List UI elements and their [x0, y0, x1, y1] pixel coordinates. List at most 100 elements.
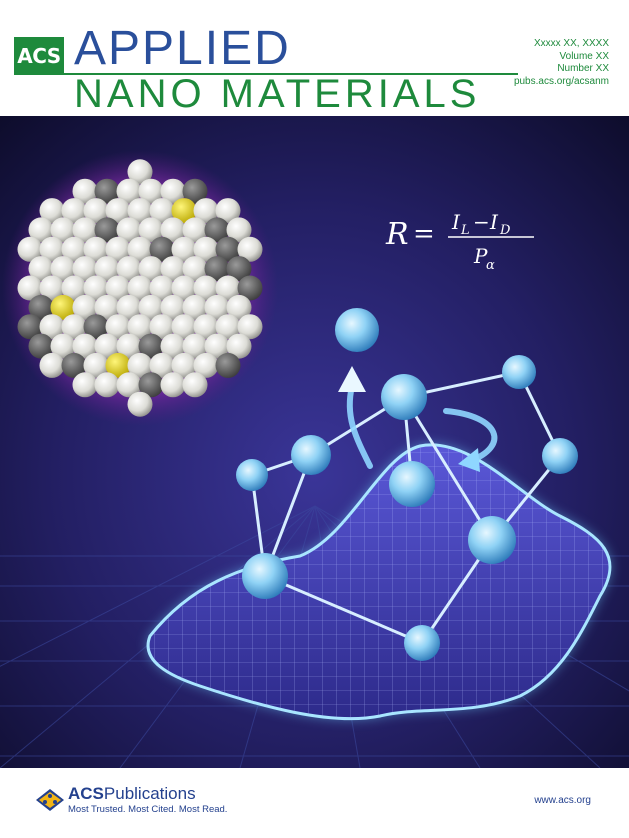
- cluster-atom: [116, 256, 142, 282]
- cluster-atom: [116, 372, 142, 398]
- lattice-node: [404, 625, 440, 661]
- cluster-atom: [127, 314, 153, 340]
- cluster-atom: [94, 372, 120, 398]
- equation-numerator-b: I: [489, 210, 499, 234]
- cluster-atom: [39, 198, 65, 224]
- lattice-node: [242, 553, 288, 599]
- cluster-atom: [171, 314, 197, 340]
- cluster-atom: [160, 256, 186, 282]
- equation-numerator-a-sub: L: [460, 223, 470, 238]
- cluster-atom: [116, 294, 142, 320]
- cluster-atom: [39, 236, 65, 262]
- cluster-atom: [182, 256, 208, 282]
- cluster-atom: [127, 198, 153, 224]
- website-link[interactable]: www.acs.org: [534, 795, 591, 806]
- cluster-atom: [83, 275, 109, 301]
- cluster-atom: [182, 294, 208, 320]
- cluster-atom: [193, 352, 219, 378]
- arrow-head-up: [338, 366, 366, 392]
- cluster-atom: [182, 333, 208, 359]
- equation-numerator-b-sub: D: [499, 223, 511, 238]
- cluster-atom: [28, 217, 54, 243]
- cluster-atom: [237, 275, 263, 301]
- cluster-atom: [204, 294, 230, 320]
- cluster-atom: [182, 372, 208, 398]
- cluster-atom: [28, 294, 54, 320]
- cluster-atom: [116, 333, 142, 359]
- cluster-atom: [61, 275, 87, 301]
- equation-numerator-a: I: [451, 210, 461, 234]
- title-divider: [64, 73, 518, 75]
- cluster-atom: [39, 314, 65, 340]
- lattice-node: [468, 516, 516, 564]
- cluster-atom: [215, 352, 241, 378]
- lattice-node: [381, 374, 427, 420]
- issue-info: Xxxxx XX, XXXX Volume XX Number XX pubs.…: [514, 38, 609, 88]
- lattice-node: [542, 438, 578, 474]
- cluster-atom: [105, 352, 131, 378]
- cover-illustration: R = I L − I D P α: [0, 116, 629, 768]
- cluster-atom: [160, 294, 186, 320]
- cluster-atom: [61, 314, 87, 340]
- cluster-atom: [237, 236, 263, 262]
- cluster-atom: [83, 198, 109, 224]
- cluster-atom: [61, 236, 87, 262]
- cluster-atom: [171, 198, 197, 224]
- equation-denominator: P: [473, 244, 488, 268]
- cluster-atom: [215, 314, 241, 340]
- cluster-atom: [72, 294, 98, 320]
- cluster-atom: [127, 352, 153, 378]
- equation-denominator-sub: α: [486, 258, 495, 273]
- cluster-atom: [127, 275, 153, 301]
- cluster-atom: [83, 236, 109, 262]
- cluster-atom: [72, 178, 98, 204]
- cluster-atom: [160, 178, 186, 204]
- cluster-atom: [237, 314, 263, 340]
- cluster-atom: [105, 275, 131, 301]
- cluster-atom: [61, 352, 87, 378]
- cluster-atom: [215, 198, 241, 224]
- journal-title-applied: APPLIED: [74, 22, 291, 75]
- publisher-name-bold: ACS: [68, 784, 104, 803]
- cluster-atom: [193, 198, 219, 224]
- cover-artwork: R = I L − I D P α: [0, 116, 629, 768]
- cluster-atom: [116, 178, 142, 204]
- cluster-atom: [160, 372, 186, 398]
- issue-number: Number XX: [557, 63, 609, 74]
- cluster-atom: [182, 217, 208, 243]
- cluster-atom: [226, 256, 252, 282]
- cluster-atom: [204, 333, 230, 359]
- arrow-head-rotate: [458, 448, 480, 472]
- acs-publications-logo-icon: [36, 789, 64, 811]
- cluster-atom: [171, 236, 197, 262]
- cluster-atom: [149, 198, 175, 224]
- cluster-atom: [17, 236, 43, 262]
- cluster-atom: [215, 275, 241, 301]
- cluster-atom: [105, 198, 131, 224]
- cluster-atom: [127, 236, 153, 262]
- cluster-atom: [149, 314, 175, 340]
- lattice-nodes: [236, 308, 578, 661]
- cluster-atom: [105, 236, 131, 262]
- cluster-atom: [39, 352, 65, 378]
- cluster-atom: [160, 217, 186, 243]
- cluster-atom: [182, 178, 208, 204]
- nanocluster: [2, 150, 278, 426]
- cluster-atom: [28, 333, 54, 359]
- lattice-node: [502, 355, 536, 389]
- cluster-atom: [61, 198, 87, 224]
- cluster-atom: [116, 217, 142, 243]
- cluster-atom: [204, 256, 230, 282]
- equation-lhs: R: [385, 217, 409, 252]
- cluster-atom: [72, 256, 98, 282]
- equation: R = I L − I D P α: [385, 210, 534, 273]
- equation-minus: −: [473, 210, 490, 234]
- cluster-atom: [138, 217, 164, 243]
- cluster-atom: [138, 178, 164, 204]
- cluster-atom: [138, 372, 164, 398]
- journal-title-nano-materials: NANO MATERIALS: [74, 72, 481, 116]
- cluster-atom: [149, 236, 175, 262]
- cluster-atom: [105, 314, 131, 340]
- cluster-atom: [138, 333, 164, 359]
